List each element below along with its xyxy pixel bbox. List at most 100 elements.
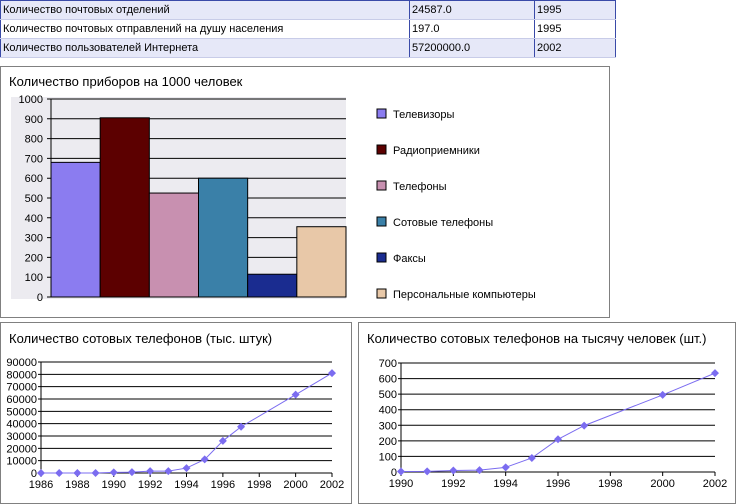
- data-point: [423, 467, 432, 476]
- y-tick-label: 60000: [6, 394, 37, 406]
- y-tick-label: 100: [379, 451, 397, 463]
- bar-chart-panel: Количество приборов на 1000 человек 0 100…: [0, 66, 610, 318]
- y-tick-label: 500: [379, 389, 397, 401]
- legend-label: Телевизоры: [393, 109, 455, 121]
- y-tick-label: 40000: [6, 419, 37, 431]
- x-tick-label: 1996: [211, 479, 235, 491]
- y-tick-label: 200: [25, 252, 43, 264]
- data-point: [146, 467, 155, 476]
- y-tick-label: 600: [25, 173, 43, 185]
- indicator-name: Количество пользователей Интернета: [0, 38, 410, 58]
- data-point: [328, 369, 336, 378]
- indicator-year: 2002: [534, 38, 616, 58]
- series-line: [41, 372, 333, 474]
- line-chart-2-title: Количество сотовых телефонов на тысячу ч…: [367, 331, 707, 346]
- y-tick-label: 50000: [6, 406, 37, 418]
- legend-swatch: [376, 108, 387, 119]
- data-point: [55, 469, 64, 477]
- legend-swatch: [376, 252, 387, 263]
- indicator-name: Количество почтовых отделений: [0, 0, 410, 20]
- legend-swatch: [376, 288, 387, 299]
- data-point: [527, 453, 536, 462]
- indicator-value: 197.0: [409, 19, 535, 39]
- indicator-value: 57200000.0: [409, 38, 535, 58]
- data-point: [164, 467, 173, 476]
- indicator-name: Количество почтовых отправлений на душу …: [0, 19, 410, 39]
- data-point: [554, 435, 562, 444]
- x-tick-label: 2000: [650, 478, 674, 490]
- y-tick-label: 300: [379, 420, 397, 432]
- indicator-value: 24587.0: [409, 0, 535, 20]
- x-tick-label: 1992: [441, 478, 465, 490]
- table-row: Количество почтовых отправлений на душу …: [0, 19, 616, 39]
- x-tick-label: 1990: [389, 478, 413, 490]
- data-point: [237, 422, 246, 431]
- data-point: [37, 469, 45, 477]
- bar-1: [99, 117, 150, 298]
- x-tick-label: 1986: [29, 479, 53, 491]
- table-row: Количество почтовых отделений 24587.0 1995: [0, 0, 616, 20]
- data-point: [658, 390, 667, 399]
- y-tick-label: 600: [379, 374, 397, 386]
- y-tick-label: 700: [25, 153, 43, 165]
- x-tick-label: 1992: [138, 479, 162, 491]
- data-point: [501, 463, 510, 472]
- legend-swatch: [376, 144, 387, 155]
- y-tick-label: 70000: [6, 382, 37, 394]
- x-tick-label: 1996: [546, 478, 570, 490]
- x-tick-label: 1988: [65, 479, 89, 491]
- line-chart-1-title: Количество сотовых телефонов (тыс. штук): [9, 331, 273, 346]
- data-table: Количество почтовых отделений 24587.0 1995…: [0, 0, 616, 58]
- data-point: [449, 466, 458, 475]
- y-tick-label: 400: [379, 405, 397, 417]
- data-point: [580, 421, 589, 430]
- data-point: [127, 468, 136, 477]
- y-tick-label: 0: [37, 292, 43, 304]
- indicator-year: 1995: [534, 0, 616, 20]
- y-tick-label: 800: [25, 134, 43, 146]
- indicator-year: 1995: [534, 19, 616, 39]
- series-line: [400, 372, 716, 473]
- x-tick-label: 1998: [247, 479, 271, 491]
- y-tick-label: 20000: [6, 443, 37, 455]
- data-point: [182, 464, 191, 473]
- bar-2: [148, 192, 199, 298]
- line-chart-1-panel: Количество сотовых телефонов (тыс. штук)…: [0, 322, 352, 504]
- x-tick-label: 2000: [283, 479, 307, 491]
- legend-label: Персональные компьютеры: [393, 289, 536, 301]
- table-row: Количество пользователей Интернета 572000…: [0, 38, 616, 58]
- y-tick-label: 500: [25, 193, 43, 205]
- y-tick-label: 100: [25, 272, 43, 284]
- y-tick-label: 700: [379, 358, 397, 370]
- y-tick-label: 80000: [6, 369, 37, 381]
- x-tick-label: 1994: [493, 478, 517, 490]
- line-chart-2-panel: Количество сотовых телефонов на тысячу ч…: [358, 322, 736, 504]
- x-tick-label: 1994: [174, 479, 198, 491]
- y-tick-label: 200: [379, 436, 397, 448]
- data-point: [711, 369, 719, 378]
- legend-label: Радиоприемники: [393, 145, 480, 157]
- bar-chart-title: Количество приборов на 1000 человек: [9, 74, 243, 89]
- y-tick-label: 300: [25, 233, 43, 245]
- bar-5: [296, 226, 347, 298]
- legend-label: Сотовые телефоны: [393, 217, 493, 229]
- x-tick-label: 1998: [598, 478, 622, 490]
- data-point: [200, 455, 209, 464]
- legend-swatch: [376, 216, 387, 227]
- y-tick-label: 30000: [6, 431, 37, 443]
- y-tick-label: 0: [31, 468, 37, 480]
- data-point: [91, 469, 100, 477]
- data-point: [291, 390, 300, 399]
- data-point: [397, 467, 405, 476]
- data-point: [109, 468, 118, 477]
- x-tick-label: 2002: [320, 479, 344, 491]
- legend-swatch: [376, 180, 387, 191]
- y-tick-label: 90000: [6, 357, 37, 369]
- y-tick-label: 0: [391, 467, 397, 479]
- bar-4: [247, 273, 298, 298]
- data-point: [73, 469, 82, 477]
- legend-label: Факсы: [393, 253, 426, 265]
- x-tick-label: 1990: [102, 479, 126, 491]
- x-tick-label: 2002: [703, 478, 727, 490]
- data-point: [218, 436, 227, 445]
